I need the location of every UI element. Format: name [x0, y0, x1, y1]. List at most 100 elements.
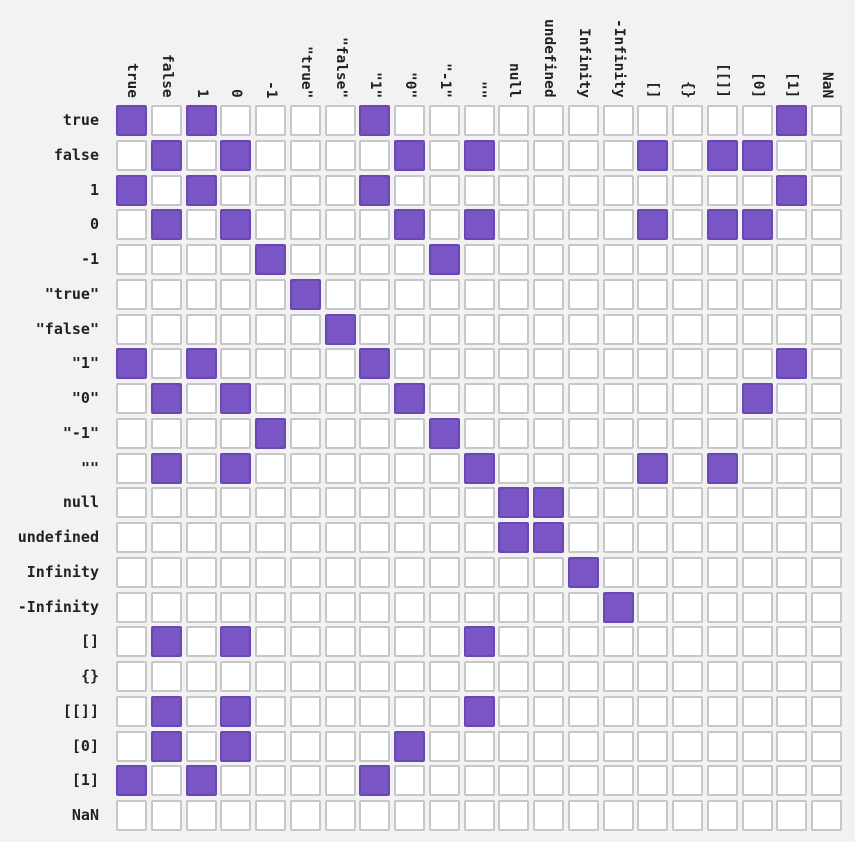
row-label: "false"	[35, 319, 99, 338]
matrix-cell-not-equal	[185, 695, 217, 727]
matrix-cell-not-equal	[498, 591, 530, 623]
matrix-cell-not-equal	[463, 591, 495, 623]
matrix-cell-not-equal	[324, 695, 356, 727]
matrix-cell-not-equal	[776, 695, 808, 727]
matrix-cell-not-equal	[533, 383, 564, 414]
matrix-cell-not-equal	[672, 417, 703, 449]
matrix-cell-not-equal	[672, 383, 703, 414]
matrix-cell-not-equal	[672, 730, 703, 762]
matrix-cell-not-equal	[220, 313, 252, 345]
matrix-cell-not-equal	[567, 105, 599, 136]
matrix-cell-equal	[255, 417, 286, 449]
matrix-cell-equal	[776, 348, 808, 380]
matrix-cell-not-equal	[533, 730, 564, 762]
row-label: 0	[89, 215, 99, 234]
matrix-cell-not-equal	[567, 730, 599, 762]
matrix-cell-not-equal	[602, 626, 634, 658]
matrix-cell-not-equal	[220, 105, 252, 136]
matrix-cell-not-equal	[359, 487, 391, 519]
matrix-cell-not-equal	[185, 244, 217, 275]
matrix-cell-not-equal	[394, 313, 425, 345]
matrix-cell-not-equal	[741, 348, 773, 380]
row-label: "0"	[71, 389, 99, 407]
matrix-cell-not-equal	[463, 244, 495, 275]
matrix-cell-not-equal	[428, 765, 460, 797]
matrix-cell-not-equal	[602, 452, 634, 484]
matrix-cell-not-equal	[706, 174, 738, 206]
matrix-cell-not-equal	[602, 278, 634, 310]
matrix-cell-equal	[220, 730, 252, 762]
matrix-cell-not-equal	[602, 383, 634, 414]
matrix-cell-not-equal	[150, 800, 182, 831]
matrix-cell-not-equal	[185, 383, 217, 414]
matrix-cell-not-equal	[289, 313, 321, 345]
matrix-cell-not-equal	[776, 626, 808, 658]
matrix-cell-not-equal	[567, 452, 599, 484]
matrix-cell-equal	[394, 383, 425, 414]
matrix-cell-not-equal	[637, 417, 669, 449]
column-label-text: "0"	[402, 72, 418, 99]
matrix-cell-not-equal	[289, 139, 321, 171]
matrix-cell-not-equal	[811, 487, 842, 519]
matrix-cell-not-equal	[567, 626, 599, 658]
matrix-cell-not-equal	[185, 209, 217, 241]
matrix-cell-not-equal	[811, 244, 842, 275]
matrix-cell-not-equal	[706, 383, 738, 414]
matrix-cell-equal	[706, 139, 738, 171]
matrix-cell-not-equal	[428, 695, 460, 727]
column-label-text: [[]]	[714, 63, 731, 98]
matrix-cell-not-equal	[428, 730, 460, 762]
matrix-cell-not-equal	[324, 244, 356, 275]
matrix-cell-not-equal	[289, 556, 321, 588]
matrix-cell-not-equal	[220, 522, 252, 553]
matrix-cell-not-equal	[116, 487, 147, 519]
matrix-cell-not-equal	[811, 139, 842, 171]
matrix-cell-not-equal	[672, 626, 703, 658]
matrix-cell-not-equal	[741, 765, 773, 797]
matrix-cell-not-equal	[567, 278, 599, 310]
matrix-cell-not-equal	[394, 661, 425, 692]
matrix-cell-equal	[324, 313, 356, 345]
matrix-cell-not-equal	[741, 800, 773, 831]
column-label-text: undefined	[541, 19, 557, 98]
matrix-cell-not-equal	[672, 800, 703, 831]
matrix-cell-not-equal	[289, 209, 321, 241]
matrix-cell-not-equal	[672, 452, 703, 484]
matrix-cell-not-equal	[428, 800, 460, 831]
matrix-cell-not-equal	[463, 661, 495, 692]
matrix-cell-not-equal	[289, 244, 321, 275]
matrix-cell-not-equal	[324, 487, 356, 519]
matrix-cell-not-equal	[498, 765, 530, 797]
matrix-cell-not-equal	[289, 626, 321, 658]
matrix-cell-equal	[150, 695, 182, 727]
matrix-cell-not-equal	[359, 522, 391, 553]
matrix-cell-not-equal	[359, 278, 391, 310]
matrix-cell-not-equal	[602, 661, 634, 692]
matrix-cell-not-equal	[255, 313, 286, 345]
matrix-cell-not-equal	[150, 522, 182, 553]
matrix-cell-not-equal	[811, 174, 842, 206]
matrix-cell-not-equal	[289, 174, 321, 206]
matrix-cell-equal	[289, 278, 321, 310]
row-label: "true"	[44, 284, 99, 303]
matrix-cell-not-equal	[533, 800, 564, 831]
matrix-cell-not-equal	[324, 278, 356, 310]
matrix-cell-not-equal	[811, 626, 842, 658]
matrix-cell-not-equal	[602, 556, 634, 588]
matrix-cell-not-equal	[741, 591, 773, 623]
matrix-cell-not-equal	[706, 591, 738, 623]
column-label-text: "1"	[367, 72, 384, 99]
matrix-cell-not-equal	[811, 348, 842, 380]
matrix-cell-not-equal	[567, 244, 599, 275]
matrix-cell-not-equal	[359, 452, 391, 484]
matrix-cell-not-equal	[706, 105, 738, 136]
matrix-cell-not-equal	[185, 556, 217, 588]
matrix-cell-not-equal	[324, 765, 356, 797]
matrix-cell-not-equal	[637, 383, 669, 414]
matrix-cell-not-equal	[324, 139, 356, 171]
matrix-cell-not-equal	[567, 800, 599, 831]
matrix-cell-not-equal	[498, 313, 530, 345]
matrix-cell-not-equal	[672, 139, 703, 171]
matrix-cell-equal	[741, 209, 773, 241]
matrix-cell-not-equal	[220, 244, 252, 275]
